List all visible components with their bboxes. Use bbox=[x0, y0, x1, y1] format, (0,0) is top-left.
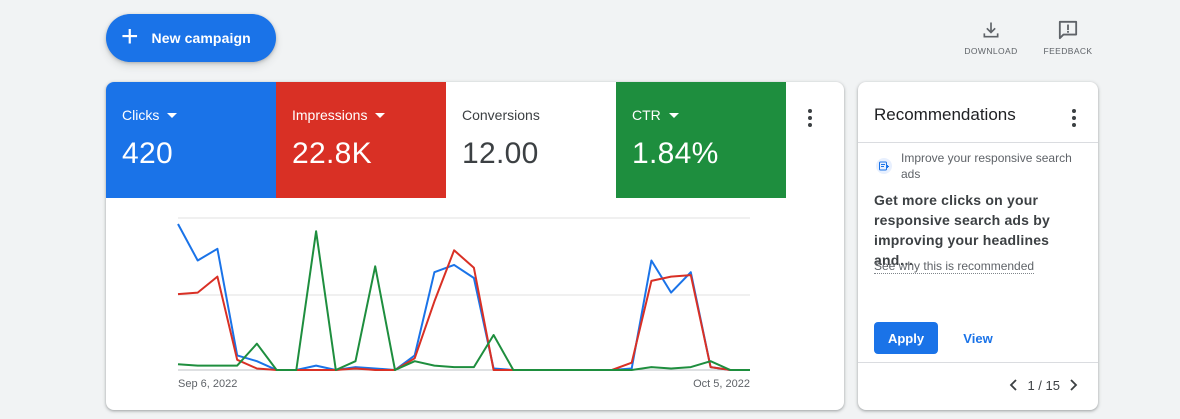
feedback-button[interactable]: FEEDBACK bbox=[1033, 20, 1103, 60]
series-line-1 bbox=[177, 249, 750, 371]
caret-down-icon bbox=[668, 112, 679, 118]
x-axis-label-start: Sep 6, 2022 bbox=[178, 378, 237, 390]
metric-label: CTR bbox=[632, 107, 661, 123]
recommendation-type: Improve your responsive search ads bbox=[901, 151, 1072, 181]
metric-value: 22.8K bbox=[292, 137, 372, 170]
divider bbox=[858, 362, 1098, 363]
divider bbox=[858, 142, 1098, 143]
plus-icon: + bbox=[121, 19, 139, 53]
series-line-0 bbox=[177, 223, 750, 371]
caret-down-icon bbox=[167, 112, 178, 118]
recommendation-description: Get more clicks on your responsive searc… bbox=[874, 192, 1050, 268]
rsa-icon bbox=[876, 158, 892, 174]
performance-card: Clicks 420 Impressions 22.8K Conversions… bbox=[106, 82, 844, 410]
new-campaign-label: New campaign bbox=[151, 30, 251, 46]
caret-down-icon bbox=[375, 112, 386, 118]
chevron-left-icon[interactable] bbox=[1005, 376, 1023, 394]
metric-value: 420 bbox=[122, 137, 173, 170]
see-why-link[interactable]: See why this is recommended bbox=[874, 259, 1035, 274]
apply-button[interactable]: Apply bbox=[874, 322, 938, 354]
metric-impressions[interactable]: Impressions 22.8K bbox=[276, 82, 446, 198]
recommendation-pager: 1 / 15 bbox=[1005, 376, 1082, 394]
chevron-right-icon[interactable] bbox=[1064, 376, 1082, 394]
x-axis-label-end: Oct 5, 2022 bbox=[693, 378, 750, 390]
download-icon bbox=[983, 22, 999, 38]
series-line-2 bbox=[177, 230, 750, 371]
recommendations-card: Recommendations Improve your responsive … bbox=[858, 82, 1098, 410]
recommendations-title: Recommendations bbox=[874, 105, 1016, 124]
feedback-icon bbox=[1058, 20, 1078, 40]
metric-label: Impressions bbox=[292, 107, 368, 123]
more-vert-icon[interactable] bbox=[798, 106, 822, 130]
more-vert-icon[interactable] bbox=[1062, 106, 1086, 130]
download-label: DOWNLOAD bbox=[964, 46, 1018, 56]
pager-text: 1 / 15 bbox=[1027, 377, 1060, 393]
metric-conversions[interactable]: Conversions 12.00 bbox=[446, 82, 616, 198]
performance-chart: Sep 6, 2022 Oct 5, 2022 bbox=[177, 217, 750, 390]
view-button[interactable]: View bbox=[956, 322, 1000, 354]
download-button[interactable]: DOWNLOAD bbox=[956, 20, 1026, 60]
metric-value: 12.00 bbox=[462, 137, 539, 170]
metric-label: Conversions bbox=[462, 107, 540, 123]
metric-ctr[interactable]: CTR 1.84% bbox=[616, 82, 786, 198]
feedback-label: FEEDBACK bbox=[1043, 46, 1093, 56]
metric-clicks[interactable]: Clicks 420 bbox=[106, 82, 276, 198]
metric-value: 1.84% bbox=[632, 137, 719, 170]
new-campaign-button[interactable]: + New campaign bbox=[106, 14, 276, 62]
metric-label: Clicks bbox=[122, 107, 160, 123]
